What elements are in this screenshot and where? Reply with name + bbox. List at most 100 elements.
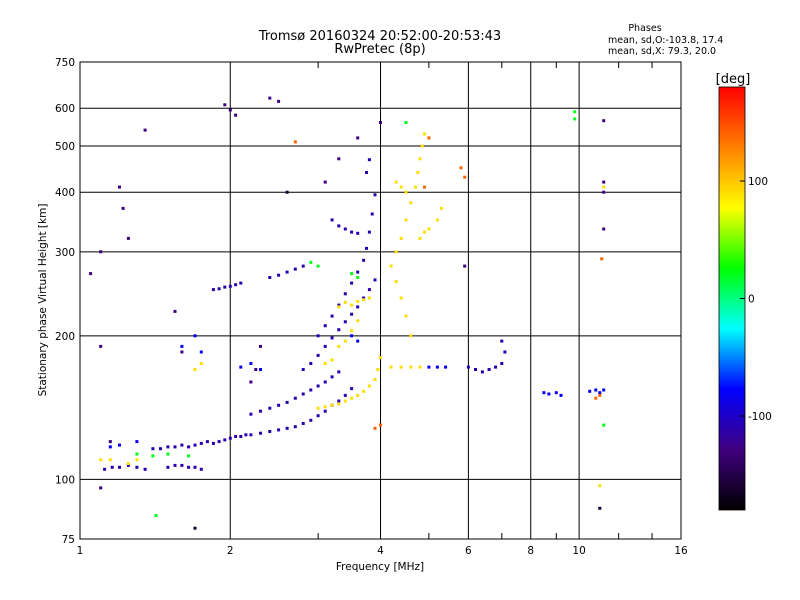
y-tick-label: 750 xyxy=(55,57,75,69)
data-point xyxy=(423,230,426,234)
data-point xyxy=(588,389,592,393)
data-point xyxy=(108,440,112,444)
data-point xyxy=(365,246,368,250)
data-point xyxy=(337,399,341,403)
data-point xyxy=(126,463,130,467)
data-point xyxy=(180,463,184,467)
data-point xyxy=(277,99,281,103)
data-point xyxy=(404,190,408,194)
data-point xyxy=(503,350,507,354)
data-point xyxy=(316,353,320,357)
data-point xyxy=(367,158,371,162)
data-point xyxy=(409,334,413,338)
data-point xyxy=(199,350,203,354)
data-point xyxy=(379,423,382,427)
x-tick-label: 16 xyxy=(674,545,688,557)
chart-title: Tromsø 20160324 20:52:00-20:53:43 xyxy=(258,29,501,44)
data-point xyxy=(350,303,354,307)
data-point xyxy=(223,285,227,289)
data-point xyxy=(268,276,272,279)
data-point xyxy=(602,227,606,231)
data-point xyxy=(343,393,347,397)
data-point xyxy=(285,270,289,274)
data-point xyxy=(356,270,360,274)
data-point xyxy=(376,368,380,371)
data-point xyxy=(409,365,413,369)
data-point xyxy=(89,272,93,276)
x-tick-labels: 1 2 4 6 8 10 16 xyxy=(77,545,688,557)
data-point xyxy=(594,388,598,392)
gridlines xyxy=(80,62,681,539)
data-point xyxy=(277,428,281,432)
data-point xyxy=(259,431,262,435)
data-point xyxy=(199,362,203,365)
data-point xyxy=(350,272,354,276)
data-point xyxy=(121,206,125,210)
data-point xyxy=(367,288,371,292)
data-point xyxy=(356,276,360,279)
data-point xyxy=(435,218,439,222)
data-point xyxy=(343,320,347,324)
data-point xyxy=(187,454,191,458)
data-point xyxy=(330,218,334,222)
data-point xyxy=(373,278,377,282)
data-point xyxy=(444,365,448,369)
data-point xyxy=(99,250,103,254)
data-point xyxy=(301,392,305,396)
data-point xyxy=(370,212,374,216)
data-point xyxy=(602,180,606,184)
data-point xyxy=(602,423,606,427)
data-point xyxy=(228,284,232,288)
data-point xyxy=(234,283,238,287)
data-point xyxy=(254,368,258,371)
data-point xyxy=(277,273,281,277)
data-point xyxy=(211,288,215,292)
data-point xyxy=(463,264,467,268)
data-point xyxy=(350,281,354,285)
data-point xyxy=(487,368,491,371)
data-point xyxy=(427,227,431,231)
data-point xyxy=(343,227,347,231)
data-point xyxy=(239,365,243,369)
data-point xyxy=(268,430,272,433)
data-point xyxy=(199,467,203,471)
colorbar-label: [deg] xyxy=(716,72,751,87)
data-point xyxy=(356,319,360,323)
x-axis-label: Frequency [MHz] xyxy=(336,561,424,573)
data-point xyxy=(343,399,347,403)
data-point xyxy=(108,445,112,449)
data-point xyxy=(330,403,334,407)
data-point xyxy=(180,443,184,447)
data-point xyxy=(99,344,103,348)
data-point xyxy=(474,368,477,371)
data-point xyxy=(154,514,158,517)
data-point xyxy=(480,370,484,374)
data-point xyxy=(350,334,354,338)
data-point xyxy=(180,344,184,348)
data-point xyxy=(602,185,606,189)
data-point xyxy=(379,121,382,124)
y-tick-label: 300 xyxy=(55,247,75,259)
data-point xyxy=(500,362,504,365)
data-point xyxy=(108,458,112,462)
data-point xyxy=(316,264,320,268)
data-point xyxy=(602,119,606,123)
data-point xyxy=(126,236,130,240)
data-point xyxy=(223,438,227,442)
data-point xyxy=(435,365,439,369)
data-point xyxy=(268,96,272,100)
data-point xyxy=(323,180,327,184)
data-point xyxy=(323,405,327,409)
data-point xyxy=(337,303,341,307)
data-point xyxy=(293,425,297,429)
colorbar-tick-label: 0 xyxy=(748,294,755,306)
data-point xyxy=(399,365,403,369)
stats-heading: Phases xyxy=(628,23,661,34)
data-point xyxy=(373,426,377,430)
data-point xyxy=(343,300,347,304)
y-tick-label: 75 xyxy=(62,534,75,546)
data-point xyxy=(173,445,177,449)
data-point xyxy=(337,328,341,332)
data-point xyxy=(309,388,313,392)
data-point xyxy=(598,506,602,510)
